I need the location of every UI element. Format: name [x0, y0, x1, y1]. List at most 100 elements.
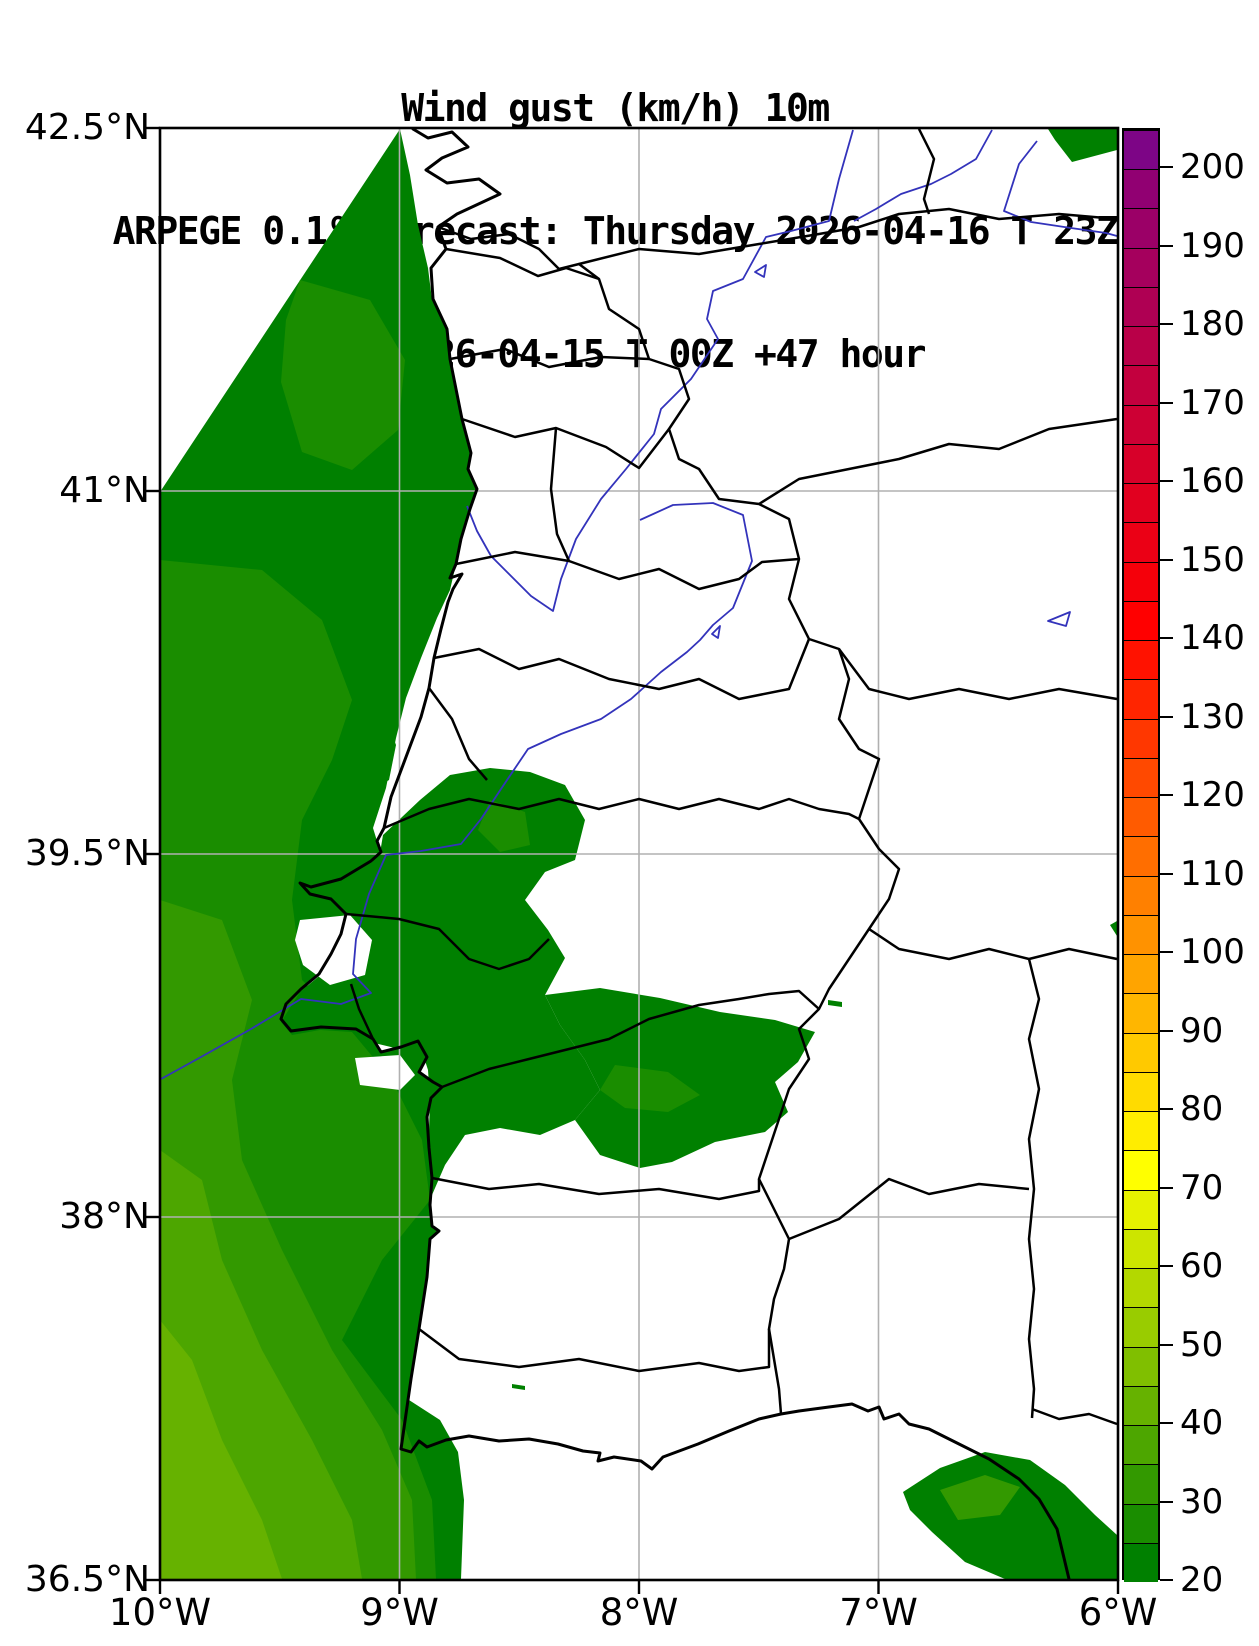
colorbar-segment-50-55	[1124, 1307, 1158, 1347]
lat-tick-label-2: 39.5°N	[24, 833, 150, 874]
colorbar-tick-label-60: 60	[1180, 1246, 1224, 1287]
colorbar-tick-label-70: 70	[1180, 1167, 1224, 1208]
colorbar-segment-80-85	[1124, 1071, 1158, 1112]
colorbar-tick-label-40: 40	[1180, 1403, 1224, 1444]
colorbar-tick-label-130: 130	[1180, 696, 1245, 737]
colorbar-segment-20-25	[1124, 1542, 1158, 1582]
province-line-6	[1027, 958, 1041, 1419]
colorbar-tick-100	[1160, 951, 1173, 954]
province-line-1	[578, 207, 1118, 266]
lon-tick-label-1: 9°W	[360, 1591, 439, 1634]
district-line-4	[455, 550, 800, 591]
colorbar-segment-70-75	[1124, 1150, 1158, 1190]
colorbar-tick-label-80: 80	[1180, 1089, 1224, 1130]
district-line-2	[449, 347, 650, 369]
colorbar-tick-40	[1160, 1422, 1173, 1425]
gust-speck-right-edge	[1110, 921, 1117, 936]
colorbar-segment-190-195	[1124, 208, 1158, 248]
province-line-7	[788, 1177, 1030, 1241]
chart-title: Wind gust (km/h) 10m	[401, 86, 830, 130]
district-line-6	[549, 427, 571, 562]
colorbar-tick-label-150: 150	[1180, 539, 1245, 580]
colorbar-tick-label-90: 90	[1180, 1010, 1224, 1051]
colorbar-segment-145-150	[1124, 561, 1158, 601]
coastline	[279, 127, 1071, 1581]
lat-tick-label-0: 42.5°N	[24, 107, 150, 148]
colorbar-tick-110	[1160, 872, 1173, 875]
colorbar-tick-90	[1160, 1029, 1173, 1032]
district-line-10	[441, 989, 820, 1089]
colorbar-tick-190	[1160, 244, 1173, 247]
chart-title-block: Wind gust (km/h) 10m ARPEGE 0.1º Forecas…	[0, 6, 1230, 457]
colorbar-tick-170	[1160, 401, 1173, 404]
river-esla	[853, 129, 993, 222]
colorbar-tick-80	[1160, 1108, 1173, 1111]
colorbar-tick-label-140: 140	[1180, 618, 1245, 659]
gust-band-25-blob-north	[281, 280, 405, 470]
colorbar-tick-180	[1160, 323, 1173, 326]
colorbar-tick-label-50: 50	[1180, 1324, 1224, 1365]
gust-oval-nazare	[353, 714, 396, 792]
colorbar-segment-150-155	[1124, 522, 1158, 562]
colorbar-tick-50	[1160, 1343, 1173, 1346]
gust-band-40	[160, 1320, 282, 1579]
colorbar-segment-125-130	[1124, 718, 1158, 758]
lat-tick-label-1: 41°N	[59, 470, 150, 511]
district-line-13	[349, 983, 375, 1040]
lon-tick-label-4: 6°W	[1078, 1591, 1158, 1634]
colorbar-segment-25-30	[1124, 1503, 1158, 1543]
colorbar-tick-120	[1160, 794, 1173, 797]
wind-gust-land-fill	[281, 129, 1117, 1579]
admin-borders	[345, 128, 1118, 1426]
colorbar-tick-label-200: 200	[1180, 147, 1245, 188]
gust-patch-guadiana-mouth	[903, 1452, 1117, 1579]
colorbar-segment-165-170	[1124, 404, 1158, 444]
colorbar-segment-35-40	[1124, 1425, 1158, 1465]
colorbar-tick-150	[1160, 558, 1173, 561]
lat-tick-label-3: 38°N	[59, 1196, 150, 1237]
district-line-3	[461, 417, 670, 470]
district-line-9	[345, 912, 550, 971]
gust-patch-alentejo-band	[545, 988, 815, 1168]
colorbar-segment-90-95	[1124, 993, 1158, 1033]
colorbar-tick-160	[1160, 480, 1173, 483]
district-line-7	[427, 687, 488, 781]
colorbar-segment-95-100	[1124, 954, 1158, 994]
district-line-11	[431, 1176, 761, 1201]
province-line-4	[838, 648, 1118, 701]
colorbar-tick-200	[1160, 166, 1173, 169]
river-douro	[466, 129, 854, 612]
colorbar-segment-130-135	[1124, 679, 1158, 719]
river-northeast	[1003, 140, 1118, 237]
district-line-12	[418, 1328, 771, 1373]
colorbar-segment-195-200	[1124, 169, 1158, 209]
colorbar-segment-135-140	[1124, 640, 1158, 680]
colorbar-tick-label-190: 190	[1180, 225, 1245, 266]
colorbar-segment-185-190	[1124, 247, 1158, 287]
gust-patch-lisbon-tagus	[281, 768, 600, 1195]
colorbar-segment-30-35	[1124, 1464, 1158, 1504]
district-line-8	[383, 797, 860, 830]
colorbar-segment-60-65	[1124, 1228, 1158, 1269]
gust-patch-alentejo-core	[600, 1065, 700, 1112]
plot-frame	[146, 126, 1120, 1594]
colorbar-tick-label-180: 180	[1180, 304, 1245, 345]
colorbar-segment-105-110	[1124, 875, 1158, 915]
province-line-3	[758, 417, 1118, 506]
colorbar-tick-140	[1160, 637, 1173, 640]
colorbar-segment-140-145	[1124, 600, 1158, 641]
colorbar-tick-20	[1160, 1579, 1173, 1581]
lon-tick-label-3: 7°W	[839, 1591, 918, 1634]
colorbar-tick-label-100: 100	[1180, 932, 1245, 973]
colorbar-segment-115-120	[1124, 797, 1158, 837]
gust-patch-lisbon-core	[478, 800, 530, 852]
province-line-2	[917, 128, 936, 215]
colorbar-segment-55-60	[1124, 1268, 1158, 1308]
colorbar-segment-45-50	[1124, 1346, 1158, 1386]
colorbar-tick-label-170: 170	[1180, 382, 1245, 423]
colorbar-tick-label-30: 30	[1180, 1481, 1224, 1522]
colorbar-tick-60	[1160, 1265, 1173, 1268]
lat-tick-label-4: 36.5°N	[24, 1559, 150, 1600]
